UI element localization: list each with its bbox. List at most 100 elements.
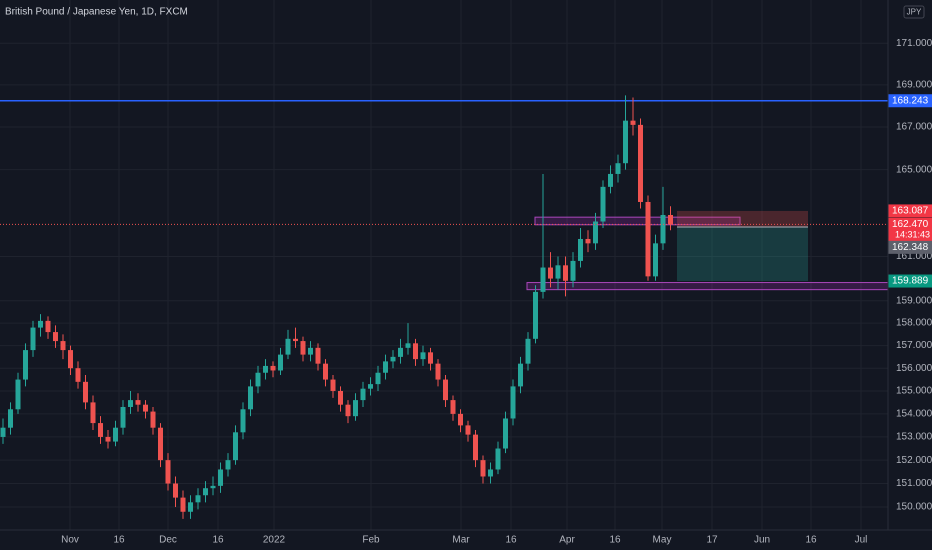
price-tag [888, 217, 932, 242]
y-tick-label: 169.000 [896, 79, 932, 90]
candle-body [428, 352, 433, 364]
x-tick-label: 2022 [263, 535, 286, 546]
candle-body [660, 214, 666, 244]
candle-body [473, 434, 478, 461]
candle-body [195, 495, 201, 503]
candle-body [240, 409, 246, 433]
candle-body [53, 332, 58, 342]
candle-body [30, 327, 36, 351]
y-tick-label: 165.000 [896, 164, 932, 175]
target-zone [677, 227, 808, 282]
y-tick-label: 151.000 [896, 478, 932, 489]
zone [526, 282, 889, 291]
y-tick-label: 153.000 [896, 432, 932, 443]
candle-body [75, 368, 81, 382]
candle-body [218, 469, 223, 486]
candle-body [120, 406, 126, 428]
candle-body [233, 432, 238, 461]
candle-body [248, 386, 253, 410]
candle-body [540, 267, 546, 292]
candle-body [458, 413, 463, 426]
price-tag [888, 274, 932, 288]
candle-body [360, 388, 366, 401]
candle-body [83, 381, 88, 403]
candle-body [510, 386, 516, 419]
candle-body [585, 238, 591, 244]
candle-body [60, 341, 66, 351]
candle-body [630, 120, 636, 125]
x-tick-label: 16 [505, 535, 517, 546]
candle-body [383, 361, 388, 373]
x-tick-label: May [653, 535, 672, 546]
candle-body [113, 427, 118, 442]
candle-body [143, 404, 148, 412]
x-tick-label: 16 [609, 535, 621, 546]
candle-body [465, 425, 471, 435]
candle-body [308, 347, 313, 355]
candle-body [578, 238, 583, 261]
price-tag-label: 162.470 [892, 219, 929, 230]
candle-body [173, 483, 178, 498]
candle-body [203, 488, 208, 496]
candle-body [375, 372, 381, 385]
candle-body [338, 390, 343, 405]
candle-body [420, 352, 426, 360]
x-tick-label: Dec [159, 535, 177, 546]
candle-body [38, 320, 43, 328]
stop-zone [677, 210, 808, 228]
candle-body [188, 502, 193, 512]
candle-body [645, 201, 651, 277]
candle-body [533, 291, 538, 339]
candle-body [518, 363, 523, 387]
x-tick-label: Jul [855, 535, 868, 546]
candle-body [15, 379, 21, 410]
currency-button[interactable] [903, 5, 925, 19]
x-tick-label: 16 [113, 535, 125, 546]
y-tick-label: 167.000 [896, 122, 932, 133]
candle-body [525, 338, 531, 364]
y-tick-label: 150.000 [896, 502, 932, 513]
candle-body [300, 341, 306, 355]
candle-body [615, 163, 621, 174]
candle-body [285, 338, 291, 355]
y-tick-label: 161.000 [896, 251, 932, 262]
candle-body [210, 485, 216, 489]
candle-body [165, 460, 171, 484]
candle-body [443, 379, 448, 401]
candle-body [45, 320, 51, 333]
x-tick-label: Nov [61, 535, 79, 546]
x-tick-label: Jun [754, 535, 770, 546]
candle-body [345, 404, 351, 417]
candle-body [278, 354, 283, 371]
candle-body [405, 343, 411, 348]
candle-body [593, 221, 598, 244]
price-tag [888, 94, 932, 108]
x-tick-label: Mar [452, 535, 470, 546]
y-tick-label: 154.000 [896, 409, 932, 420]
x-tick-label: Feb [362, 535, 380, 546]
candle-body [435, 363, 441, 380]
y-tick-label: 159.000 [896, 295, 932, 306]
price-tag [888, 204, 932, 218]
candle-body [563, 265, 568, 281]
candle-body [180, 497, 186, 512]
price-tag-label: 162.348 [892, 242, 929, 253]
zone [534, 216, 741, 226]
candle-body [8, 409, 13, 428]
chart-title: British Pound / Japanese Yen, 1D, FXCM [5, 7, 188, 18]
candle-body [23, 350, 28, 380]
price-tag-label: 168.243 [892, 95, 929, 106]
price-tag-label: 163.087 [892, 206, 929, 217]
candle-body [398, 347, 403, 357]
candle-body [68, 350, 73, 369]
candle-body [255, 372, 261, 387]
candle-body [90, 402, 96, 424]
candle-body [128, 400, 133, 407]
price-tag-label: 159.889 [892, 276, 929, 287]
candle-body [158, 427, 163, 461]
y-tick-label: 158.000 [896, 318, 932, 329]
candle-body [270, 365, 276, 371]
candle-body [555, 265, 561, 279]
